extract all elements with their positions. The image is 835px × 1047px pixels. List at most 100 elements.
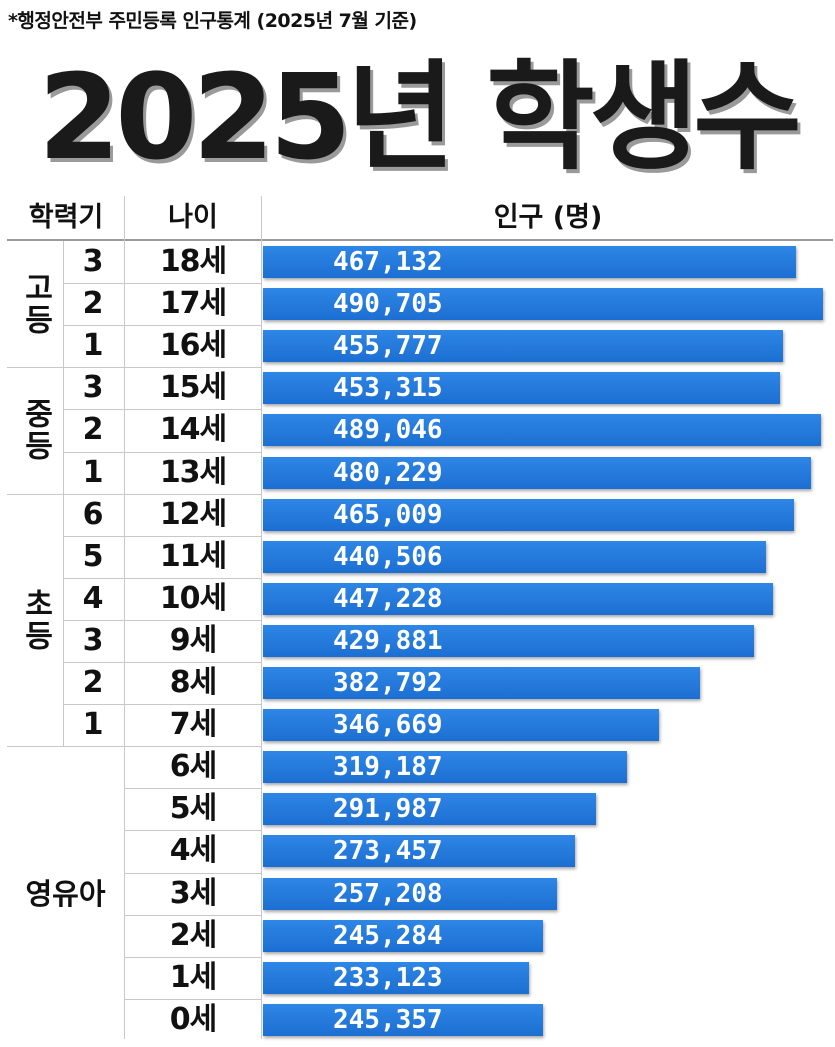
row-divider (7, 367, 262, 369)
age-label: 7세 (169, 707, 217, 743)
age-label: 9세 (169, 622, 217, 658)
bar: 490,705 (263, 288, 823, 321)
bar-value-label: 429,881 (333, 625, 443, 656)
bar-value-label: 273,457 (333, 836, 443, 867)
grade-label: 1 (82, 454, 104, 490)
grade-label: 1 (82, 707, 104, 743)
age-label: 4세 (169, 833, 217, 869)
column-divider (124, 196, 125, 1039)
group-label: 초등 (18, 587, 53, 652)
bar-value-label: 465,009 (333, 499, 443, 530)
bar: 273,457 (263, 835, 576, 868)
age-label: 16세 (159, 328, 227, 364)
bar: 489,046 (263, 414, 822, 447)
bar: 346,669 (263, 709, 659, 742)
bar-value-label: 440,506 (333, 541, 443, 572)
bar: 319,187 (263, 751, 628, 784)
bar: 440,506 (263, 540, 766, 573)
grade-label: 5 (82, 538, 104, 574)
bar-value-label: 245,284 (333, 920, 443, 951)
column-divider (261, 196, 262, 1039)
grade-label: 4 (82, 580, 104, 616)
age-label: 1세 (169, 959, 217, 995)
row-divider (7, 493, 262, 495)
group-label: 고등 (18, 272, 53, 337)
bar: 245,357 (263, 1003, 543, 1036)
grade-label: 3 (82, 622, 104, 658)
header-divider (7, 239, 833, 241)
bar: 465,009 (263, 498, 794, 531)
group-label: 영유아 (25, 876, 106, 911)
row-divider (125, 788, 262, 790)
age-label: 13세 (159, 454, 227, 490)
row-divider (125, 914, 262, 916)
bar-value-label: 453,315 (333, 373, 443, 404)
age-label: 8세 (169, 665, 217, 700)
bar: 455,777 (263, 330, 784, 363)
grade-label: 2 (82, 665, 104, 700)
bar-value-label: 346,669 (333, 710, 443, 741)
row-divider (64, 704, 262, 706)
bar: 447,228 (263, 582, 774, 615)
row-divider (64, 451, 262, 453)
header-age: 나이 (168, 202, 218, 233)
age-label: 11세 (159, 538, 227, 574)
age-label: 18세 (159, 244, 227, 279)
row-divider (7, 746, 262, 748)
row-divider (125, 872, 262, 874)
row-divider (125, 830, 262, 832)
age-label: 15세 (159, 370, 227, 406)
grade-label: 3 (82, 370, 104, 406)
bar-value-label: 233,123 (333, 962, 443, 993)
age-label: 2세 (169, 917, 217, 953)
header-grade-level: 학력기 (28, 202, 104, 233)
bar-value-label: 467,132 (333, 247, 443, 278)
row-divider (64, 535, 262, 537)
grade-label: 3 (82, 244, 104, 279)
population-table: 학력기 나이 인구 (명) 3 18세 467,132 2 17세 490,705 1 16세… (7, 196, 833, 1039)
group-label: 중등 (18, 398, 53, 463)
bar-value-label: 447,228 (333, 583, 443, 614)
bar-value-label: 489,046 (333, 415, 443, 446)
bar-value-label: 455,777 (333, 331, 443, 362)
age-label: 5세 (169, 791, 217, 827)
row-divider (64, 619, 262, 621)
age-label: 0세 (169, 1001, 217, 1037)
age-label: 10세 (159, 580, 227, 616)
bar: 257,208 (263, 877, 557, 910)
page-title: 2025년 학생수 (38, 48, 802, 186)
row-divider (64, 662, 262, 663)
age-label: 6세 (169, 749, 217, 785)
age-label: 14세 (159, 412, 227, 448)
grade-label: 1 (82, 328, 104, 364)
row-divider (125, 998, 262, 1000)
row-divider (125, 956, 262, 958)
row-divider (64, 409, 262, 411)
bar-value-label: 382,792 (333, 668, 443, 699)
row-divider (64, 325, 262, 327)
bar: 245,284 (263, 919, 543, 952)
row-divider (64, 577, 262, 579)
bar: 233,123 (263, 961, 530, 994)
bar: 291,987 (263, 793, 597, 826)
bar: 467,132 (263, 246, 797, 279)
grade-label: 6 (82, 496, 104, 532)
bar-value-label: 319,187 (333, 752, 443, 783)
grade-label: 2 (82, 412, 104, 448)
source-note: *행정안전부 주민등록 인구통계 (2025년 7월 기준) (8, 10, 417, 32)
age-label: 3세 (169, 875, 217, 911)
bar-value-label: 480,229 (333, 457, 443, 488)
bar-value-label: 257,208 (333, 878, 443, 909)
bar-value-label: 490,705 (333, 289, 443, 320)
row-divider (64, 283, 262, 285)
age-label: 12세 (159, 496, 227, 532)
header-population: 인구 (명) (493, 202, 603, 233)
bar: 453,315 (263, 372, 781, 405)
age-label: 17세 (159, 286, 227, 322)
grade-label: 2 (82, 286, 104, 322)
bar: 382,792 (263, 667, 700, 700)
bar-value-label: 291,987 (333, 794, 443, 825)
bar: 480,229 (263, 456, 812, 489)
bar: 429,881 (263, 624, 754, 657)
bar-value-label: 245,357 (333, 1004, 443, 1035)
